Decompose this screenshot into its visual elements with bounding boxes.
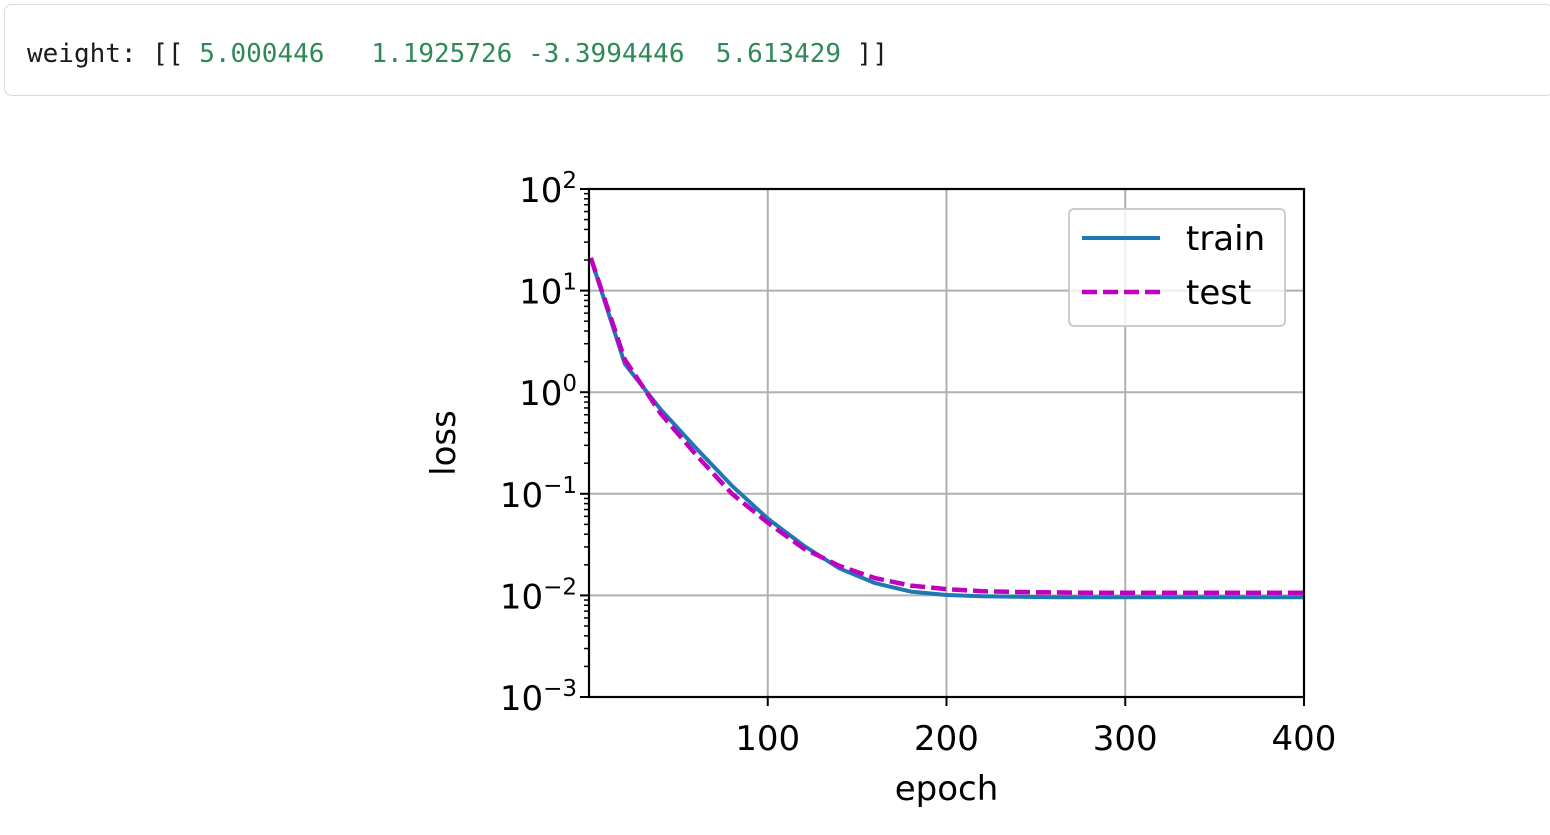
weight-value-2: -3.3994446 [527, 39, 685, 69]
x-axis-label: epoch [895, 769, 999, 809]
y-tick-label: 102 [519, 168, 577, 211]
series-lines [588, 257, 1304, 600]
weight-value-0: 5.000446 [199, 39, 325, 69]
weight-value-1: 1.1925726 [371, 39, 513, 69]
x-tick-label: 200 [914, 719, 979, 759]
weight-suffix: ]] [841, 39, 888, 69]
y-tick-label: 10−2 [500, 574, 577, 617]
axis-ticks: 100 200 300 400 10−3 10−2 10−1 100 101 102 [500, 168, 1337, 759]
x-tick-label: 300 [1093, 719, 1158, 759]
weight-prefix: weight: [[ [27, 39, 200, 69]
y-tick-label: 101 [519, 270, 577, 313]
weight-value-3: 5.613429 [715, 39, 842, 69]
legend-label-test: test [1186, 273, 1251, 313]
y-axis-label: loss [424, 410, 464, 476]
x-tick-label: 100 [735, 719, 800, 759]
cell-output-box: weight: [[ 5.000446 1.1925726 -3.3994446… [4, 4, 1550, 96]
legend-label-train: train [1186, 219, 1265, 259]
x-tick-label: 400 [1272, 719, 1337, 759]
legend: train test [1068, 208, 1286, 327]
weight-output-line: weight: [[ 5.000446 1.1925726 -3.3994446… [27, 39, 888, 69]
y-tick-label: 10−3 [500, 676, 577, 719]
y-tick-label: 10−1 [500, 473, 577, 516]
series-line-test [588, 257, 1304, 596]
y-tick-label: 100 [519, 371, 577, 414]
series-line-train [588, 257, 1304, 600]
